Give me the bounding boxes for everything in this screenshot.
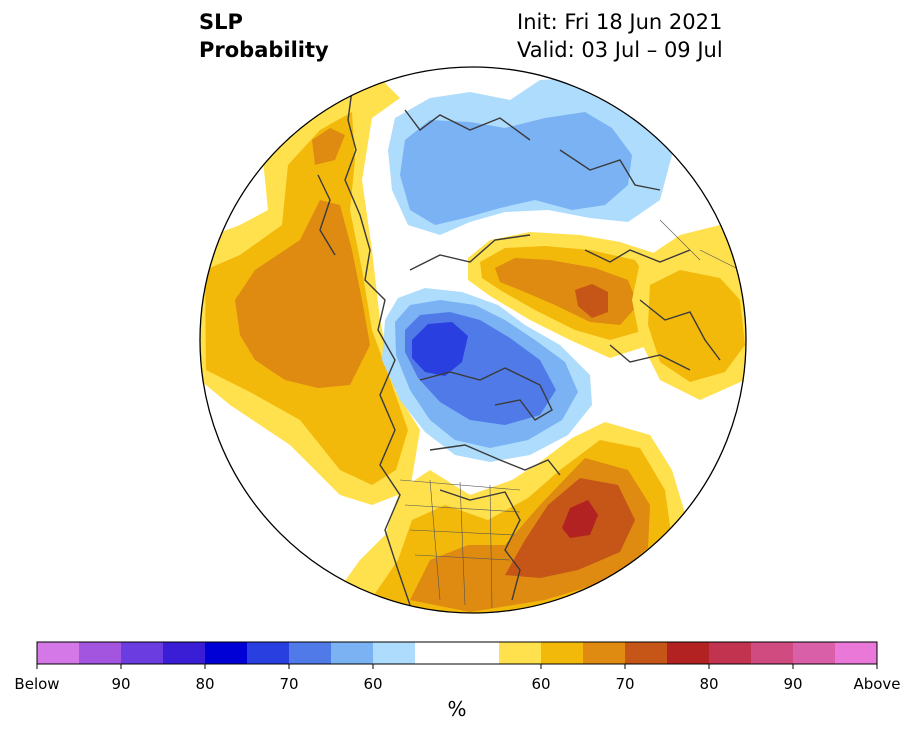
colorbar-bin-16	[709, 642, 752, 664]
colorbar-bin-1	[79, 642, 122, 664]
colorbar-bin-0	[37, 642, 80, 664]
borders	[399, 219, 741, 609]
colorbar-bin-6	[289, 642, 332, 664]
colorbar-tick-label-1: 90	[111, 675, 130, 693]
init-date: Init: Fri 18 Jun 2021	[517, 10, 723, 34]
colorbar-tick-label-8: 90	[783, 675, 802, 693]
colorbar-ticks: Below 90 80 70 60 60 70 80 90 Above	[14, 664, 901, 693]
siberia-anomaly	[468, 232, 670, 358]
colorbar-bin-11	[499, 642, 542, 664]
colorbar-tick-label-0: Below	[14, 675, 59, 693]
colorbar-tick-label-6: 70	[615, 675, 634, 693]
colorbar-bin-8	[373, 642, 416, 664]
arctic-anomaly	[382, 288, 592, 462]
colorbar-tick-label-9: Above	[853, 675, 900, 693]
colorbar-bin-10	[457, 642, 500, 664]
colorbar-bins	[37, 642, 878, 664]
colorbar-bin-15	[667, 642, 710, 664]
colorbar-bin-19	[835, 642, 878, 664]
atlantic-anomaly-level-4	[562, 500, 598, 538]
colorbar-tick-label-5: 60	[531, 675, 550, 693]
colorbar-unit-label: %	[447, 697, 466, 721]
colorbar-bin-7	[331, 642, 374, 664]
pacific-anomaly-level-2	[312, 128, 345, 165]
siberia-anomaly-level-3	[575, 284, 608, 318]
pacific-anomaly-level-2	[235, 200, 370, 388]
pacific-anomaly	[200, 78, 420, 505]
colorbar-tick-label-4: 60	[363, 675, 382, 693]
colorbar-bin-12	[541, 642, 584, 664]
colorbar-bin-2	[121, 642, 164, 664]
map-title: SLP Probability	[199, 8, 329, 64]
title-variable: SLP	[199, 10, 243, 34]
map-field	[200, 67, 746, 613]
colorbar-bin-3	[163, 642, 206, 664]
map-dates: Init: Fri 18 Jun 2021 Valid: 03 Jul – 09…	[517, 8, 723, 64]
colorbar-tick-label-3: 70	[279, 675, 298, 693]
atlantic-anomaly	[342, 422, 690, 613]
europe-anomaly-level-1	[648, 270, 745, 382]
colorbar-tick-label-2: 80	[195, 675, 214, 693]
colorbar-bin-9	[415, 642, 458, 664]
colorbar-bin-18	[793, 642, 836, 664]
colorbar-frame	[36, 641, 878, 665]
colorbar-bin-17	[751, 642, 794, 664]
valid-range: Valid: 03 Jul – 09 Jul	[517, 38, 723, 62]
asia-anomaly	[388, 78, 672, 235]
colorbar-tick-label-7: 80	[699, 675, 718, 693]
title-quantity: Probability	[199, 38, 329, 62]
arctic-anomaly-level-3	[412, 322, 468, 376]
colorbar-bin-4	[205, 642, 248, 664]
asia-anomaly-level-1	[400, 112, 632, 225]
colorbar-bin-13	[583, 642, 626, 664]
polar-map	[199, 66, 747, 614]
coastlines	[317, 89, 721, 606]
colorbar-bin-5	[247, 642, 290, 664]
colorbar-bin-14	[625, 642, 668, 664]
globe-outline	[199, 66, 747, 614]
